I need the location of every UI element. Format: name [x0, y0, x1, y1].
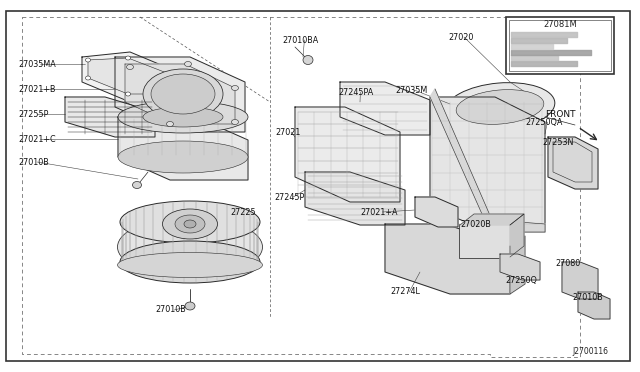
Text: 27021+A: 27021+A: [360, 208, 397, 217]
Polygon shape: [510, 214, 524, 257]
Ellipse shape: [170, 73, 175, 77]
Polygon shape: [430, 89, 545, 232]
Polygon shape: [460, 214, 524, 225]
Text: J2700116: J2700116: [572, 347, 608, 356]
Polygon shape: [295, 107, 400, 202]
Text: 27010B: 27010B: [572, 292, 603, 301]
Text: 27225: 27225: [230, 208, 255, 217]
Text: 27081M: 27081M: [543, 20, 577, 29]
Ellipse shape: [175, 215, 205, 233]
Ellipse shape: [151, 74, 215, 114]
Text: 27010B: 27010B: [155, 305, 186, 314]
Text: 27245PA: 27245PA: [338, 87, 373, 96]
Polygon shape: [385, 224, 510, 294]
Ellipse shape: [120, 201, 260, 243]
Polygon shape: [578, 292, 610, 319]
Bar: [506, 17, 614, 74]
Polygon shape: [82, 52, 178, 102]
Ellipse shape: [118, 141, 248, 173]
Ellipse shape: [143, 107, 223, 127]
Ellipse shape: [303, 55, 313, 64]
Text: 27021+B: 27021+B: [18, 84, 56, 93]
Ellipse shape: [185, 302, 195, 310]
Ellipse shape: [118, 253, 262, 278]
Text: 27035MA: 27035MA: [18, 60, 56, 68]
Text: 27274L: 27274L: [390, 288, 420, 296]
Text: 27080: 27080: [555, 260, 580, 269]
Polygon shape: [562, 262, 598, 299]
Text: 27253N: 27253N: [542, 138, 573, 147]
Text: 27020B: 27020B: [460, 219, 491, 228]
Text: 27035M: 27035M: [395, 86, 428, 94]
Ellipse shape: [125, 92, 131, 96]
Ellipse shape: [445, 83, 555, 131]
Ellipse shape: [166, 122, 173, 126]
Ellipse shape: [118, 217, 262, 277]
Polygon shape: [548, 137, 598, 189]
Polygon shape: [305, 172, 405, 225]
Polygon shape: [415, 197, 458, 227]
Ellipse shape: [118, 101, 248, 133]
Polygon shape: [500, 254, 540, 280]
Text: 27021+C: 27021+C: [18, 135, 56, 144]
Text: 27021: 27021: [275, 128, 300, 137]
Ellipse shape: [86, 58, 90, 62]
Polygon shape: [430, 97, 545, 232]
Polygon shape: [115, 57, 245, 132]
Ellipse shape: [127, 64, 134, 70]
Ellipse shape: [143, 69, 223, 119]
Polygon shape: [88, 58, 172, 94]
Ellipse shape: [163, 209, 218, 239]
Ellipse shape: [232, 119, 239, 125]
Text: 27010B: 27010B: [18, 157, 49, 167]
Ellipse shape: [232, 86, 239, 90]
Text: FRONT: FRONT: [545, 109, 575, 119]
Text: 27255P: 27255P: [18, 109, 49, 119]
Ellipse shape: [184, 61, 191, 67]
Ellipse shape: [132, 182, 141, 189]
Ellipse shape: [184, 220, 196, 228]
Text: 27245P: 27245P: [274, 192, 304, 202]
Ellipse shape: [456, 90, 544, 124]
Bar: [509, 20, 611, 71]
Ellipse shape: [120, 241, 260, 283]
Text: 27250Q: 27250Q: [505, 276, 537, 285]
Polygon shape: [340, 82, 430, 135]
Polygon shape: [125, 64, 235, 124]
Text: 27250QA: 27250QA: [525, 118, 563, 126]
Polygon shape: [118, 117, 248, 180]
Polygon shape: [510, 236, 525, 294]
Ellipse shape: [170, 92, 175, 96]
Ellipse shape: [125, 56, 131, 60]
Text: 27020: 27020: [448, 32, 474, 42]
Ellipse shape: [86, 76, 90, 80]
FancyBboxPatch shape: [459, 224, 511, 258]
Polygon shape: [65, 97, 155, 137]
Text: 27010BA: 27010BA: [282, 35, 318, 45]
